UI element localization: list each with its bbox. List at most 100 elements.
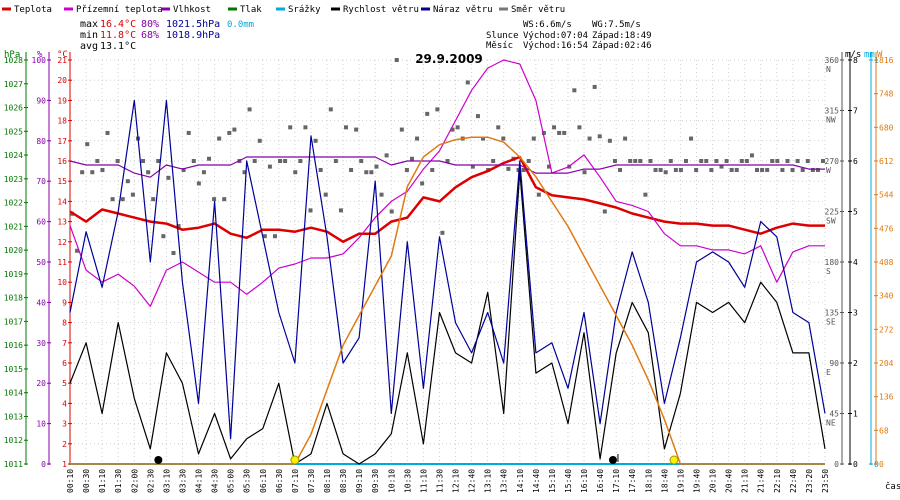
wind-direction-point — [470, 164, 475, 169]
temperature-axis-tick-label: 9 — [62, 298, 67, 307]
compass-label: SW — [826, 217, 836, 226]
wind-direction-point — [267, 164, 272, 169]
time-tick-label: 08:10 — [323, 469, 332, 493]
time-tick-label: 10:30 — [403, 469, 412, 493]
wind-direction-point — [445, 159, 450, 163]
wind-direction-point — [668, 159, 673, 163]
wind-direction-point — [374, 164, 379, 169]
wind-direction-point — [242, 170, 247, 175]
wind-direction-point — [308, 208, 313, 213]
wind-direction-point — [201, 170, 206, 175]
temperature-axis-tick-label: 17 — [57, 137, 67, 146]
wind-direction-point — [298, 159, 303, 163]
wind-direction-point — [171, 251, 176, 256]
pressure-unit: hPa — [4, 50, 20, 60]
wind-direction-point — [562, 130, 567, 135]
stat-rain: 0.0mm — [227, 20, 254, 30]
time-tick-label: 08:30 — [339, 469, 348, 493]
wind-speed-axis-tick-label: 1 — [853, 410, 858, 419]
wind-direction-point — [790, 167, 795, 172]
wind-direction-point — [333, 159, 338, 163]
stat-max-press: 1021.5hPa — [166, 19, 220, 30]
wind-direction-point — [628, 159, 633, 163]
pressure-axis-tick-label: 1019 — [4, 270, 23, 279]
pressure-axis-tick-label: 1012 — [4, 436, 23, 445]
wind-direction-point — [115, 159, 120, 163]
humidity-axis-tick-label: 10 — [36, 420, 46, 429]
wind-wg: WG:7.5m/s — [592, 20, 641, 30]
wind-speed-axis-tick-label: 7 — [853, 107, 858, 116]
time-tick-label: 21:40 — [757, 469, 766, 493]
solar-axis-tick-label: 408 — [879, 258, 894, 267]
wind-direction-point — [120, 197, 125, 202]
wind-direction-point — [409, 156, 414, 161]
series-line-rychlost-v-tru — [69, 170, 826, 465]
wind-direction-point — [394, 58, 399, 62]
time-tick-label: 22:40 — [789, 469, 798, 493]
time-tick-label: 12:40 — [468, 469, 477, 493]
time-tick-label: 19:10 — [676, 469, 685, 493]
wind-direction-point — [130, 192, 135, 197]
wind-direction-point — [683, 159, 688, 163]
wind-direction-point — [85, 142, 90, 147]
temperature-axis-tick-label: 2 — [62, 440, 67, 449]
wind-direction-point — [678, 167, 683, 172]
time-tick-label: 22:10 — [773, 469, 782, 493]
time-tick-label: 17:40 — [628, 469, 637, 493]
wind-direction-point — [415, 136, 420, 141]
wind-direction-point — [546, 164, 551, 169]
time-tick-label: 13:10 — [484, 469, 493, 493]
wind-direction-point — [572, 88, 577, 93]
series-line-slune-n-z-en- — [70, 136, 825, 465]
astro-block: WS:6.6m/s WG:7.5m/s Slunce Východ:07:04 … — [486, 20, 652, 51]
wind-direction-axis-tick-label: 360 — [825, 56, 840, 65]
wind-direction-point — [80, 170, 85, 175]
wind-direction-point — [491, 159, 496, 163]
pressure-axis-tick-label: 1021 — [4, 222, 23, 231]
stat-min-press: 1018.9hPa — [166, 30, 220, 41]
compass-label: SE — [826, 318, 836, 327]
chart-marks — [69, 58, 826, 465]
wind-direction-point — [222, 197, 227, 202]
legend-label: Náraz větru — [433, 5, 493, 15]
wind-direction-point — [151, 197, 156, 202]
wind-direction-point — [552, 125, 557, 130]
humidity-axis-tick-label: 30 — [36, 339, 46, 348]
wind-speed-unit: m/s — [845, 50, 861, 60]
wind-direction-point — [262, 234, 267, 239]
pressure-axis-tick-label: 1022 — [4, 199, 23, 208]
time-tick-label: 00:30 — [82, 469, 91, 493]
temperature-axis-tick-label: 13 — [57, 218, 67, 227]
pressure-axis-tick-label: 1014 — [4, 389, 23, 398]
wind-direction-point — [247, 107, 252, 112]
solar-axis-tick-label: 612 — [879, 157, 894, 166]
wind-direction-point — [369, 170, 374, 175]
time-tick-label: 01:10 — [98, 469, 107, 493]
wind-direction-point — [536, 192, 541, 197]
time-tick-label: 16:10 — [580, 469, 589, 493]
time-tick-label: 03:30 — [178, 469, 187, 493]
legend-label: Srážky — [288, 5, 321, 15]
wind-direction-point — [648, 159, 653, 163]
wind-direction-point — [496, 125, 501, 130]
wind-direction-point — [435, 107, 440, 112]
compass-label: NE — [826, 419, 836, 428]
stats-block: max 16.4°C 80% 1021.5hPa 0.0mm min 11.8°… — [80, 19, 254, 52]
wind-speed-axis-tick-label: 4 — [853, 258, 858, 267]
compass-label: E — [826, 368, 831, 377]
time-tick-label: 14:40 — [532, 469, 541, 493]
sunset-marker — [669, 455, 679, 465]
stat-max-label: max — [80, 19, 98, 30]
time-tick-label: 19:40 — [692, 469, 701, 493]
wind-direction-axis-tick-label: 270 — [825, 157, 840, 166]
time-tick-label: 11:10 — [419, 469, 428, 493]
wind-direction-point — [694, 167, 699, 172]
wind-direction-point — [734, 167, 739, 172]
temperature-axis-tick-label: 4 — [62, 399, 67, 408]
legend-label: Rychlost větru — [343, 5, 419, 15]
pressure-axis-tick-label: 1017 — [4, 317, 23, 326]
time-tick-label: 18:10 — [644, 469, 653, 493]
wind-direction-point — [501, 136, 506, 141]
time-tick-label: 02:00 — [130, 469, 139, 493]
